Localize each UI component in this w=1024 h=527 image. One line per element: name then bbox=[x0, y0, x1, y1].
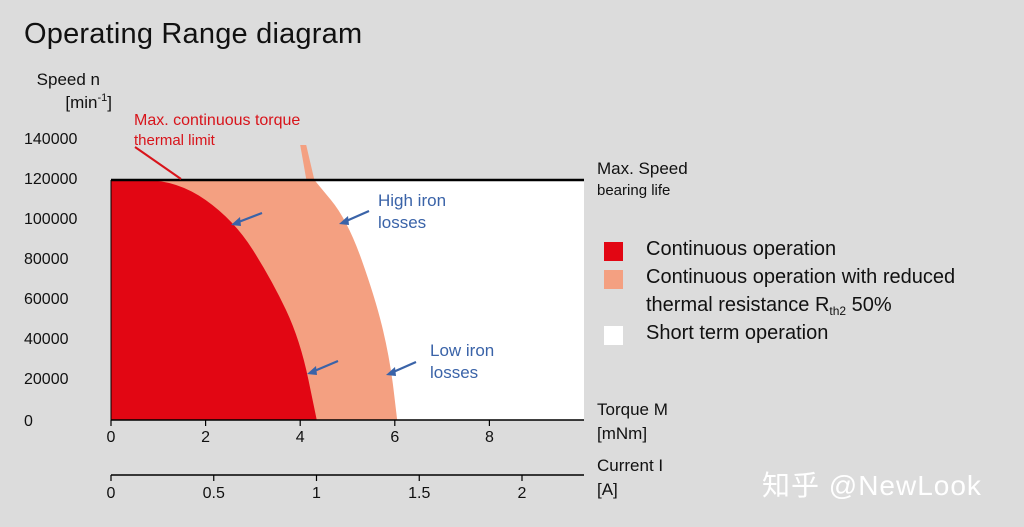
torque-tick-label: 8 bbox=[484, 429, 494, 446]
y-tick-label: 80000 bbox=[24, 251, 69, 268]
legend-label: Continuous operation with reduced bbox=[646, 266, 956, 288]
region-continuous-operation bbox=[111, 180, 317, 420]
torque-tick-label: 0 bbox=[106, 429, 116, 446]
arrow-head-3 bbox=[307, 366, 317, 375]
current-axis-unit: [A] bbox=[597, 480, 618, 499]
torque-axis-label: Torque M bbox=[597, 400, 668, 419]
legend-label: Short term operation bbox=[646, 322, 829, 344]
torque-tick-label: 6 bbox=[390, 429, 400, 446]
torque-axis-unit: [mNm] bbox=[597, 424, 648, 443]
max-speed-sublabel: bearing life bbox=[597, 182, 671, 199]
plot-background-cover-right bbox=[584, 170, 604, 425]
current-tick-label: 0.5 bbox=[202, 485, 225, 502]
region-pink-tip bbox=[300, 145, 315, 180]
arrow-head-2 bbox=[339, 216, 349, 225]
thermal-limit-annotation: Max. continuous torque thermal limit bbox=[134, 112, 301, 149]
arrow-head-4 bbox=[386, 367, 396, 376]
watermark: 知乎 @NewLook bbox=[762, 470, 982, 501]
legend-swatch-white bbox=[604, 326, 623, 345]
y-tick-label: 140000 bbox=[24, 131, 78, 148]
legend-swatch-pink bbox=[604, 270, 623, 289]
current-tick-label: 1.5 bbox=[408, 485, 431, 502]
arrow-head-1 bbox=[231, 217, 241, 226]
torque-tick-label: 2 bbox=[201, 429, 211, 446]
chart-title: Operating Range diagram bbox=[24, 18, 363, 50]
y-tick-label: 40000 bbox=[24, 331, 69, 348]
y-tick-label: 120000 bbox=[24, 171, 78, 188]
current-axis-label: Current I bbox=[597, 456, 664, 475]
low-iron-annotation: Low iron losses bbox=[430, 341, 495, 382]
high-iron-annotation: High iron losses bbox=[378, 191, 447, 232]
current-tick-label: 0 bbox=[106, 485, 116, 502]
y-tick-label: 0 bbox=[24, 413, 33, 430]
y-tick-label: 20000 bbox=[24, 371, 69, 388]
y-axis-label: Speed n bbox=[36, 70, 100, 89]
max-speed-label: Max. Speed bbox=[597, 159, 688, 178]
y-tick-label: 60000 bbox=[24, 291, 69, 308]
current-tick-marks bbox=[110, 475, 523, 481]
legend-label: Continuous operation bbox=[646, 238, 837, 260]
y-tick-label: 100000 bbox=[24, 211, 78, 228]
thermal-limit-pointer bbox=[134, 146, 182, 180]
torque-tick-marks bbox=[110, 420, 490, 426]
legend-label-thermal: thermal resistance Rth2 50% bbox=[646, 294, 892, 318]
current-tick-label: 1 bbox=[312, 485, 321, 502]
legend-swatch-red bbox=[604, 242, 623, 261]
current-tick-label: 2 bbox=[517, 485, 527, 502]
torque-tick-label: 4 bbox=[295, 429, 305, 446]
y-axis-unit: [min-1] bbox=[65, 92, 112, 112]
